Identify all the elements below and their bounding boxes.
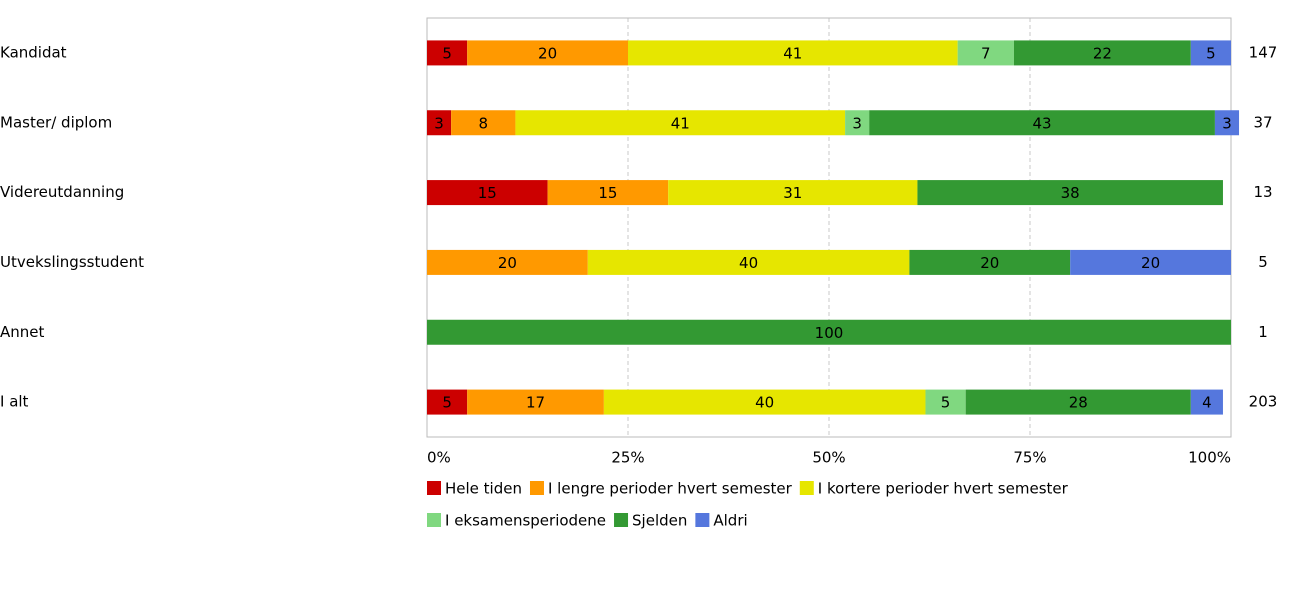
total-label: 37 <box>1253 113 1272 131</box>
value-label: 100 <box>815 324 844 342</box>
value-label: 17 <box>526 394 545 412</box>
bar-segment <box>451 110 516 136</box>
value-label: 40 <box>739 254 758 272</box>
total-label: 1 <box>1258 323 1268 341</box>
x-tick-label: 50% <box>812 449 845 467</box>
value-label: 4 <box>1202 394 1212 412</box>
value-label: 20 <box>538 44 557 62</box>
value-label: 5 <box>941 394 951 412</box>
value-label: 15 <box>478 184 497 202</box>
value-label: 3 <box>434 114 444 132</box>
value-label: 5 <box>442 394 452 412</box>
bar-segment <box>1190 40 1231 66</box>
bar-segment <box>427 249 588 275</box>
bar-segment <box>845 110 870 136</box>
bar-segment <box>957 40 1014 66</box>
value-label: 41 <box>783 44 802 62</box>
value-label: 41 <box>671 114 690 132</box>
legend-swatch <box>799 481 814 495</box>
x-tick-label: 25% <box>611 449 644 467</box>
value-label: 43 <box>1033 114 1052 132</box>
value-label: 5 <box>1206 44 1216 62</box>
bar-segment <box>925 389 966 415</box>
legend-label: I lengre perioder hvert semester <box>548 480 793 498</box>
category-label: Videreutdanning <box>0 183 124 201</box>
bar-segment <box>427 389 468 415</box>
legend-label: I eksamensperiodene <box>445 512 606 530</box>
value-label: 3 <box>852 114 862 132</box>
bar-segment <box>1070 249 1231 275</box>
value-label: 8 <box>479 114 489 132</box>
bar-segment <box>467 40 628 66</box>
bar-segment <box>917 180 1223 206</box>
value-label: 20 <box>1141 254 1160 272</box>
bar-segment <box>668 180 918 206</box>
bar-segment <box>965 389 1191 415</box>
value-label: 3 <box>1222 114 1232 132</box>
x-tick-label: 75% <box>1013 449 1046 467</box>
value-label: 38 <box>1061 184 1080 202</box>
x-tick-label: 100% <box>1188 449 1231 467</box>
total-label: 13 <box>1253 183 1272 201</box>
legend-label: Hele tiden <box>445 480 522 498</box>
bar-segment <box>603 389 926 415</box>
bar-segment <box>427 40 468 66</box>
legend-swatch <box>529 481 544 495</box>
total-label: 147 <box>1249 43 1278 61</box>
category-label: Utvekslingsstudent <box>0 253 144 271</box>
bar-segment <box>1190 389 1223 415</box>
value-label: 40 <box>755 394 774 412</box>
bar-segment <box>869 110 1215 136</box>
category-label: Master/ diplom <box>0 113 112 131</box>
total-label: 203 <box>1249 393 1278 411</box>
bar-segment <box>427 110 452 136</box>
legend-label: Aldri <box>713 512 747 530</box>
bar-segment <box>1013 40 1191 66</box>
value-label: 28 <box>1069 394 1088 412</box>
total-label: 5 <box>1258 253 1268 271</box>
legend-swatch <box>614 513 629 527</box>
legend-swatch <box>427 481 441 495</box>
plot-frame <box>426 17 1232 438</box>
bar-segment <box>427 180 548 206</box>
x-tick-label: 0% <box>427 449 451 467</box>
value-label: 22 <box>1093 44 1112 62</box>
bar-segment <box>427 319 1231 345</box>
bar-segment <box>547 180 669 206</box>
bar-segment <box>587 249 910 275</box>
value-label: 31 <box>783 184 802 202</box>
legend-label: Sjelden <box>632 512 687 530</box>
category-label: Kandidat <box>0 43 67 61</box>
bar-segment <box>467 389 604 415</box>
bar-segment <box>628 40 958 66</box>
value-label: 5 <box>442 44 452 62</box>
legend-swatch <box>695 513 710 527</box>
category-label: I alt <box>0 393 29 411</box>
value-label: 7 <box>981 44 991 62</box>
legend-label: I kortere perioder hvert semester <box>818 480 1069 498</box>
bar-segment <box>515 110 846 136</box>
value-label: 15 <box>598 184 617 202</box>
value-label: 20 <box>498 254 517 272</box>
category-label: Annet <box>0 323 45 341</box>
bar-segment <box>1214 110 1240 136</box>
value-label: 20 <box>980 254 999 272</box>
bar-segment <box>909 249 1071 275</box>
legend-swatch <box>427 513 441 527</box>
